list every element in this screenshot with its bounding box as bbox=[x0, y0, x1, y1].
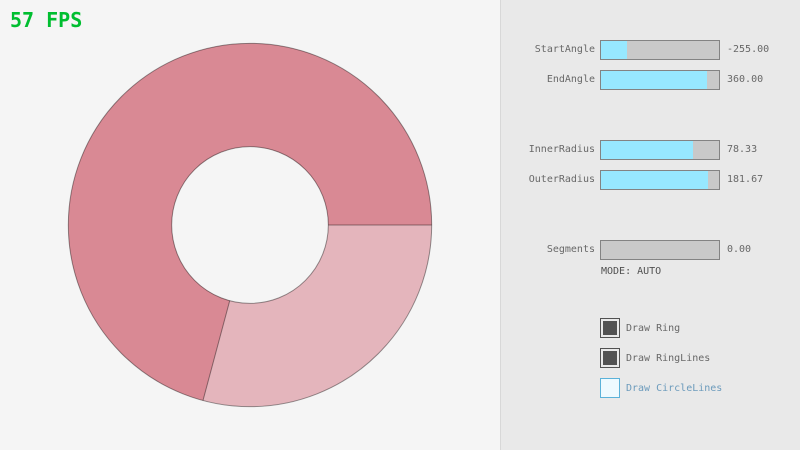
inner-radius-label: InnerRadius bbox=[528, 144, 595, 155]
outer-radius-value: 181.67 bbox=[727, 174, 764, 185]
draw-circlelines-label: Draw CircleLines bbox=[626, 382, 723, 394]
segments-row: Segments 0.00 bbox=[501, 240, 800, 260]
start-angle-slider[interactable] bbox=[600, 40, 720, 60]
inner-radius-slider-fill bbox=[601, 141, 694, 159]
draw-circlelines-checkbox[interactable] bbox=[600, 378, 620, 398]
draw-ringlines-label: Draw RingLines bbox=[626, 352, 711, 364]
end-angle-slider[interactable] bbox=[600, 70, 720, 90]
draw-ring-row: Draw Ring bbox=[600, 318, 680, 338]
checkbox-check-mark bbox=[603, 381, 617, 395]
start-angle-slider-fill bbox=[601, 41, 627, 59]
segments-slider[interactable] bbox=[600, 240, 720, 260]
end-angle-label: EndAngle bbox=[546, 74, 595, 85]
end-angle-value: 360.00 bbox=[727, 74, 764, 85]
ring-canvas-area: 57 FPS bbox=[10, 8, 433, 408]
draw-ring-checkbox[interactable] bbox=[600, 318, 620, 338]
draw-circlelines-row: Draw CircleLines bbox=[600, 378, 722, 398]
end-angle-slider-fill bbox=[601, 71, 708, 89]
inner-radius-row: InnerRadius 78.33 bbox=[501, 140, 800, 160]
segments-value: 0.00 bbox=[727, 244, 752, 255]
ring-drawing bbox=[67, 42, 433, 408]
end-angle-row: EndAngle 360.00 bbox=[501, 70, 800, 90]
controls-panel: StartAngle -255.00 EndAngle 360.00 Inner… bbox=[500, 0, 800, 450]
draw-ringlines-row: Draw RingLines bbox=[600, 348, 710, 368]
inner-radius-value: 78.33 bbox=[727, 144, 758, 155]
outer-radius-slider-fill bbox=[601, 171, 709, 189]
start-angle-label: StartAngle bbox=[534, 44, 595, 55]
checkbox-check-mark bbox=[603, 321, 617, 335]
checkbox-check-mark bbox=[603, 351, 617, 365]
outer-radius-slider[interactable] bbox=[600, 170, 720, 190]
inner-radius-slider[interactable] bbox=[600, 140, 720, 160]
segments-label: Segments bbox=[546, 244, 595, 255]
draw-ring-label: Draw Ring bbox=[626, 322, 681, 334]
fps-counter: 57 FPS bbox=[10, 8, 83, 32]
start-angle-row: StartAngle -255.00 bbox=[501, 40, 800, 60]
start-angle-value: -255.00 bbox=[727, 44, 770, 55]
mode-label: MODE: AUTO bbox=[601, 266, 662, 277]
outer-radius-label: OuterRadius bbox=[528, 174, 595, 185]
outer-radius-row: OuterRadius 181.67 bbox=[501, 170, 800, 190]
draw-ringlines-checkbox[interactable] bbox=[600, 348, 620, 368]
